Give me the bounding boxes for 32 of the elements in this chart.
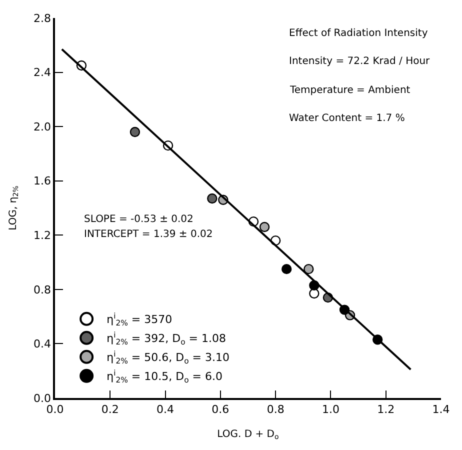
annotation: SLOPE = -0.53 ± 0.02 bbox=[84, 214, 194, 225]
y-tick-label: 0.4 bbox=[34, 338, 52, 351]
x-tick-label: 0.4 bbox=[156, 402, 174, 416]
point bbox=[207, 193, 218, 204]
y-tick-label: 2.4 bbox=[34, 66, 52, 80]
annotation: Water Content = 1.7 % bbox=[289, 113, 405, 124]
x-tick-label: 0.2 bbox=[101, 402, 119, 416]
y-tick-label: 2.8 bbox=[34, 12, 52, 25]
point bbox=[130, 126, 140, 138]
point bbox=[259, 222, 270, 232]
y-tick-label: 1.6 bbox=[34, 174, 52, 188]
y-tick-label: 0.0 bbox=[34, 392, 52, 405]
y-tick-label: 1.2 bbox=[34, 228, 52, 242]
x-tick-label: 1.4 bbox=[432, 402, 450, 416]
legend-label: η$^{i}$$_{2%}$ = 3570 bbox=[106, 312, 172, 328]
annotation: Intensity = 72.2 Krad / Hour bbox=[289, 56, 431, 67]
annotation: Temperature = Ambient bbox=[289, 85, 410, 96]
x-tick-label: 0.0 bbox=[46, 402, 64, 416]
x-tick-label: 0.8 bbox=[266, 402, 284, 416]
y-tick-label: 0.8 bbox=[34, 283, 52, 296]
x-tick-label: 1.2 bbox=[377, 402, 395, 416]
x-tick-label: 1.0 bbox=[322, 402, 340, 416]
legend-label: η$^{i}$$_{2%}$ = 10.5, D$_{o}$ = 6.0 bbox=[106, 368, 223, 384]
annotation: INTERCEPT = 1.39 ± 0.02 bbox=[84, 229, 213, 240]
legend-label: η$^{i}$$_{2%}$ = 392, D$_{o}$ = 1.08 bbox=[106, 330, 226, 346]
point bbox=[282, 264, 292, 274]
x-tick-label: 0.6 bbox=[212, 402, 230, 416]
x-axis-title: LOG. D + D$_{o}$ bbox=[217, 428, 279, 442]
point bbox=[304, 264, 314, 274]
y-tick-label: 2.0 bbox=[34, 120, 52, 134]
legend-label: η$^{i}$$_{2%}$ = 50.6, D$_{o}$ = 3.10 bbox=[106, 350, 230, 366]
annotation: Effect of Radiation Intensity bbox=[289, 28, 428, 39]
